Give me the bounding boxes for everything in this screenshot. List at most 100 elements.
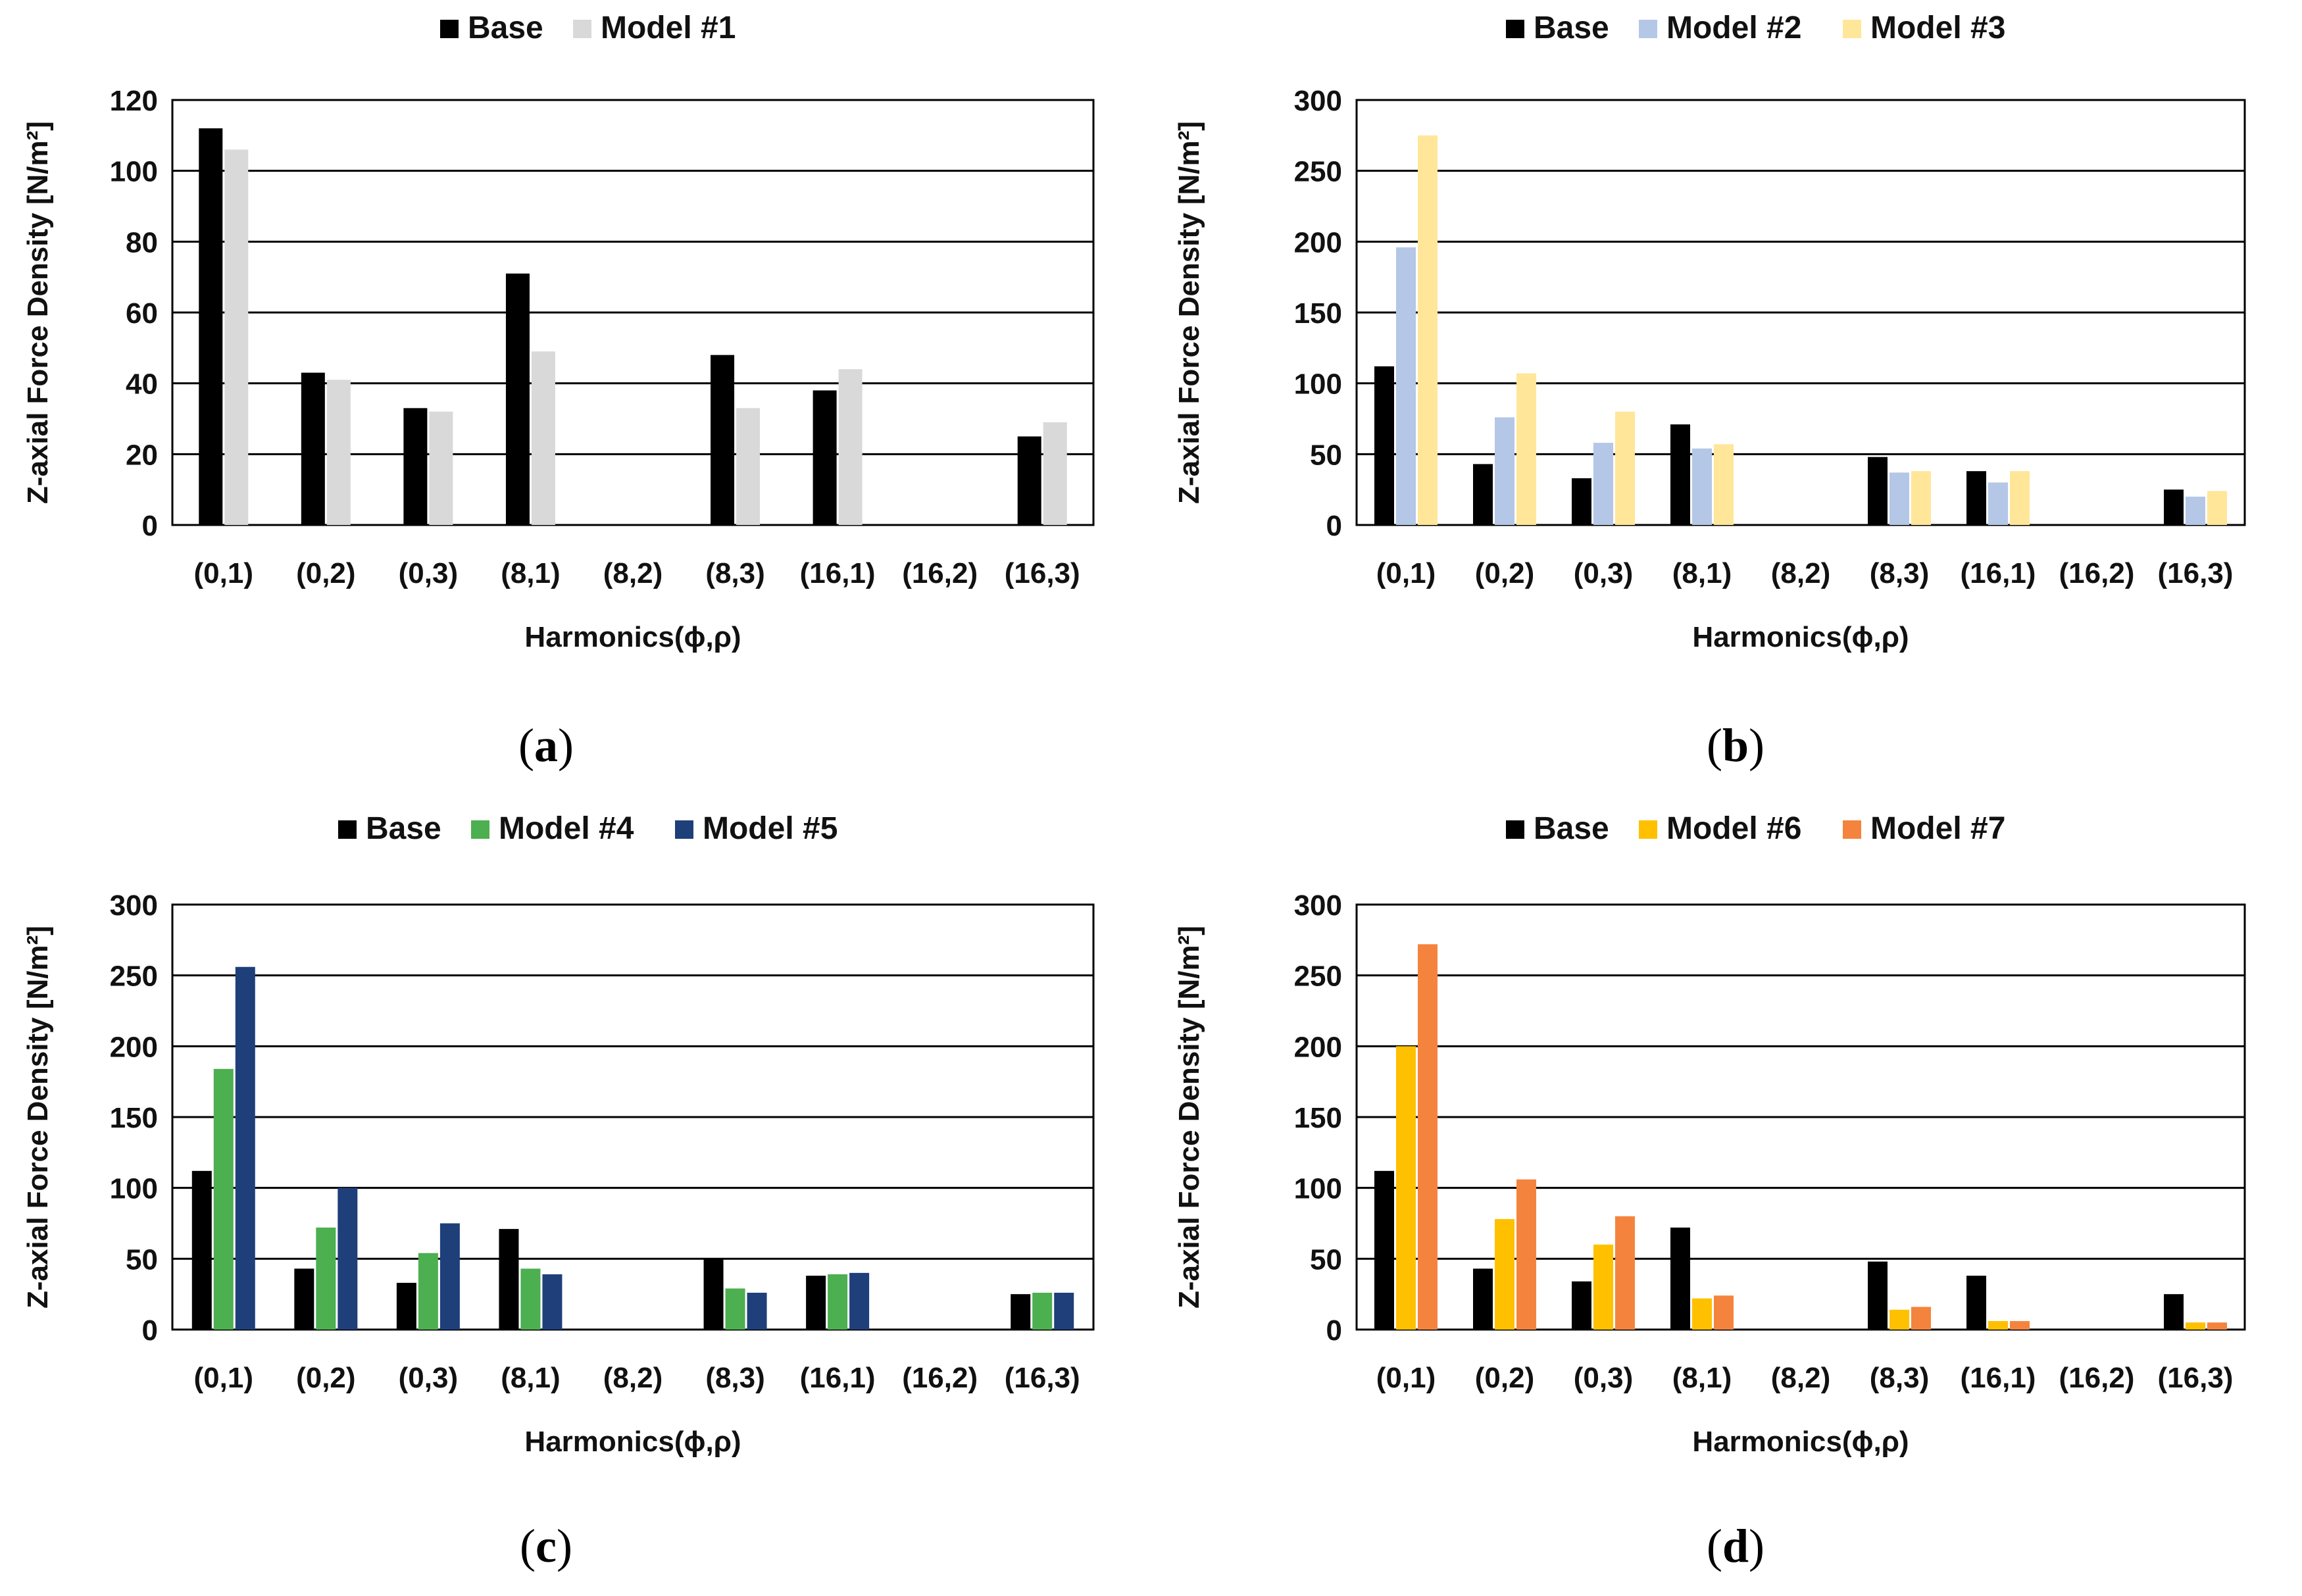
legend-swatch	[675, 820, 693, 839]
y-tick-label: 300	[1294, 85, 1342, 117]
bar-model-3-2	[1615, 411, 1635, 525]
bar-model-3-3	[1714, 444, 1734, 525]
bar-base-6	[1966, 1276, 1986, 1330]
bar-base-1	[301, 372, 325, 525]
bar-model-5-0	[235, 966, 255, 1330]
y-tick-label: 40	[126, 368, 158, 401]
bar-base-1	[294, 1268, 314, 1330]
bar-model-6-6	[1988, 1321, 2008, 1330]
bar-model-1-1	[326, 380, 351, 525]
bar-model-1-8	[1043, 422, 1067, 525]
legend-label: Model #7	[1870, 811, 2005, 846]
bar-model-2-1	[1495, 417, 1514, 525]
y-tick-label: 60	[126, 297, 158, 330]
chart-panel-c: 0 50 100 150 200 250 300 (0,1) (0,2) (0,3) (8,1) (8…	[0, 798, 1151, 1596]
x-tick-label: (16,1)	[1961, 557, 2036, 589]
bar-model-2-2	[1593, 443, 1613, 525]
bar-model-6-2	[1593, 1244, 1613, 1330]
bar-model-6-3	[1692, 1298, 1712, 1330]
legend-swatch	[471, 820, 489, 839]
y-tick-label: 100	[1294, 1173, 1342, 1205]
y-tick-label: 100	[110, 156, 158, 188]
x-tick-label: (0,2)	[1475, 1362, 1534, 1394]
chart-panel-b: 0 50 100 150 200 250 300 (0,1) (0,2) (0,3) (8,1) (8…	[1151, 0, 2302, 798]
x-tick-label: (16,1)	[800, 1362, 876, 1394]
bar-base-2	[396, 1282, 416, 1330]
bar-base-5	[1868, 457, 1888, 525]
x-tick-label: (16,2)	[2059, 1362, 2135, 1394]
bar-model-1-5	[736, 408, 761, 525]
bar-base-5	[1868, 1261, 1888, 1330]
y-tick-label: 200	[110, 1031, 158, 1063]
bar-model-3-8	[2207, 491, 2227, 525]
x-tick-label: (0,3)	[399, 1362, 458, 1394]
y-tick-label: 120	[110, 85, 158, 117]
x-tick-label: (8,2)	[1771, 1362, 1830, 1394]
x-tick-label: (8,2)	[1771, 557, 1830, 589]
bar-base-3	[505, 273, 530, 525]
panel-label-a: (a)	[518, 719, 574, 772]
bar-base-3	[499, 1229, 519, 1330]
x-tick-label: (16,2)	[902, 557, 978, 589]
bar-base-0	[199, 128, 223, 526]
bar-model-3-0	[1418, 135, 1438, 526]
bar-model-4-3	[520, 1268, 541, 1330]
y-tick-label: 200	[1294, 226, 1342, 259]
bar-chart-b: 0 50 100 150 200 250 300 (0,1) (0,2) (0,3) (8,1) (8…	[1173, 11, 2246, 653]
x-tick-label: (0,3)	[1574, 557, 1633, 589]
bar-model-1-0	[224, 149, 249, 525]
bar-model-1-2	[429, 411, 453, 525]
bar-model-5-1	[338, 1187, 358, 1330]
bar-base-1	[1473, 1268, 1493, 1330]
bar-chart-a: 0 20 40 60 80 100 120 (0,1) (0,2) (0,3) (8,1) (8,2)…	[22, 11, 1095, 653]
legend-swatch	[1843, 20, 1861, 38]
bar-model-3-5	[1911, 471, 1931, 525]
x-tick-label: (0,2)	[1475, 557, 1534, 589]
x-axis-label: Harmonics(ϕ,ρ)	[1692, 1426, 1909, 1458]
bar-model-2-6	[1988, 482, 2008, 525]
bar-model-4-0	[213, 1068, 234, 1330]
bar-base-1	[1473, 464, 1493, 525]
y-tick-label: 50	[1310, 439, 1342, 471]
panel-label-c: (c)	[520, 1520, 572, 1572]
legend-label: Model #6	[1666, 811, 1801, 846]
x-tick-label: (8,1)	[501, 1362, 560, 1394]
y-tick-label: 300	[1294, 889, 1342, 922]
x-tick-label: (16,3)	[2158, 557, 2234, 589]
bar-model-7-6	[2010, 1321, 2030, 1330]
x-tick-label: (0,1)	[1376, 557, 1436, 589]
x-tick-label: (16,3)	[1005, 557, 1080, 589]
x-tick-label: (8,2)	[603, 1362, 663, 1394]
legend-label: Base	[366, 811, 441, 846]
legend-swatch	[1639, 820, 1657, 839]
bar-model-6-8	[2186, 1322, 2205, 1330]
legend-label: Model #1	[601, 11, 736, 45]
x-tick-label: (8,3)	[1870, 557, 1929, 589]
bar-model-7-3	[1714, 1295, 1734, 1330]
plot-frame	[171, 99, 1095, 526]
x-tick-label: (16,3)	[2158, 1362, 2234, 1394]
x-tick-label: (0,1)	[1376, 1362, 1436, 1394]
bar-base-6	[806, 1276, 826, 1330]
x-tick-label: (0,1)	[194, 1362, 253, 1394]
legend-swatch	[338, 820, 357, 839]
legend-swatch	[1506, 20, 1524, 38]
x-tick-label: (8,2)	[603, 557, 663, 589]
legend-label: Base	[1534, 811, 1609, 846]
bar-base-2	[1572, 1281, 1591, 1330]
bar-model-1-3	[531, 351, 555, 525]
bar-base-5	[703, 1259, 724, 1330]
bar-model-4-1	[316, 1227, 336, 1330]
bar-base-2	[403, 408, 428, 525]
bar-base-6	[1966, 471, 1986, 525]
y-tick-label: 0	[142, 1314, 158, 1347]
bar-base-8	[1011, 1294, 1031, 1330]
bar-base-5	[711, 355, 735, 525]
bar-model-2-8	[2186, 496, 2205, 525]
bar-model-3-6	[2010, 471, 2030, 525]
x-tick-label: (8,3)	[1870, 1362, 1929, 1394]
x-axis-label: Harmonics(ϕ,ρ)	[1692, 621, 1909, 653]
bar-base-2	[1572, 478, 1591, 525]
y-tick-label: 250	[110, 960, 158, 993]
bar-base-6	[813, 390, 837, 525]
